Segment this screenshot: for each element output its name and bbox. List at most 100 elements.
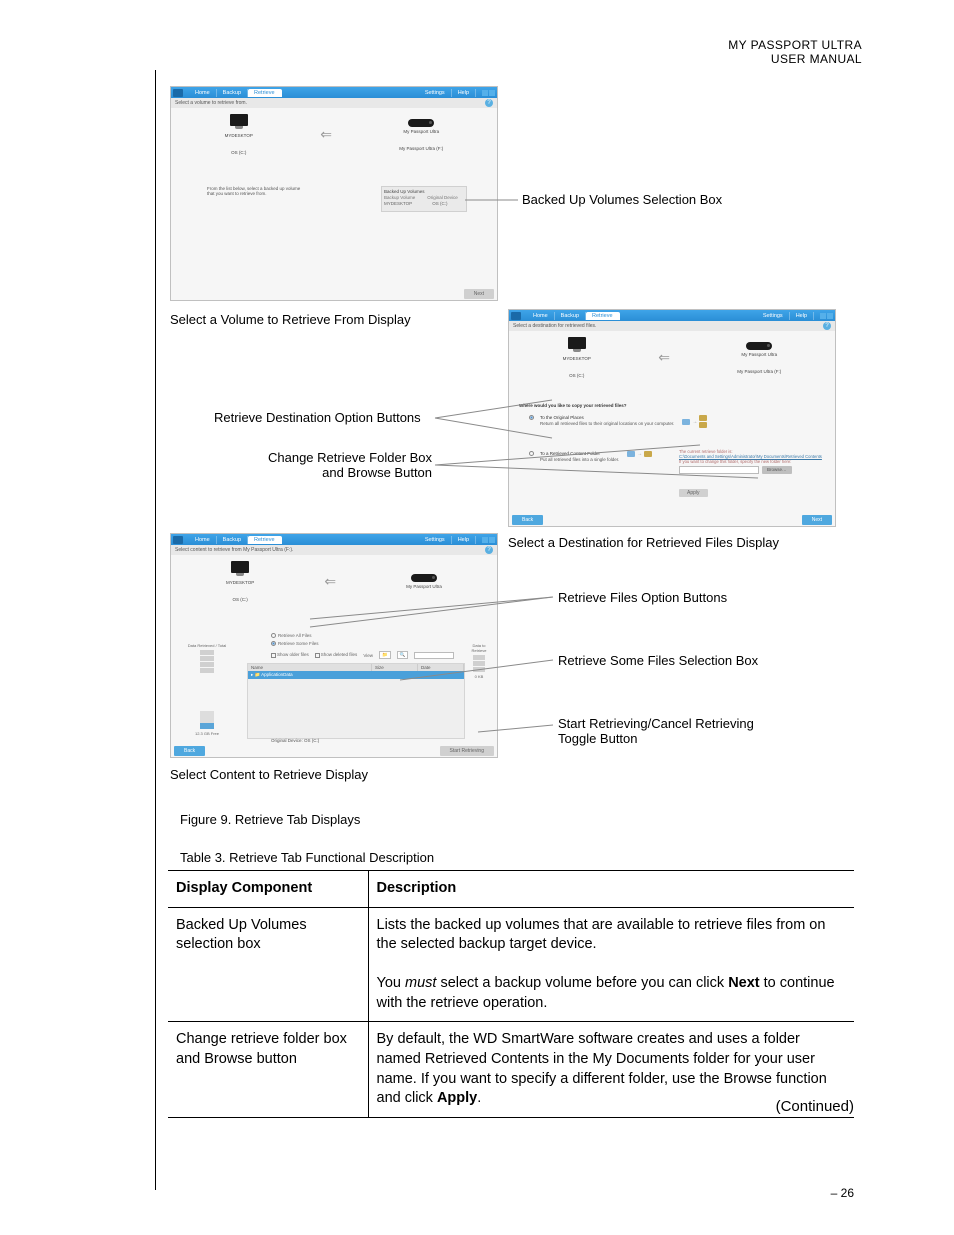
r2c2-bold: Apply [437, 1090, 477, 1106]
view-label: View [363, 653, 373, 658]
r1c2a: Lists the backed up volumes that are ava… [377, 917, 826, 953]
subtitle-strip: Select a volume to retrieve from. ? [171, 98, 497, 108]
source-device: MYDESKTOP OS (C:) [563, 337, 591, 378]
backed-up-volumes-box[interactable]: Backed Up Volumes Backup Volume Original… [381, 186, 467, 212]
hdd-icon [408, 119, 434, 127]
col-backup-volume: Backup Volume [384, 195, 415, 200]
view-folder-icon[interactable]: 📁 [379, 651, 391, 659]
checkbox-icon[interactable] [315, 653, 320, 658]
right-kb: 0 KB [467, 674, 491, 679]
back-button[interactable]: Back [174, 746, 205, 756]
wd-logo-icon [511, 312, 521, 320]
tab-backup[interactable]: Backup [217, 89, 248, 97]
tab-settings[interactable]: Settings [757, 312, 790, 320]
target-device: My Passport Ultra My Passport Ultra (F:) [399, 119, 443, 151]
tab-help[interactable]: Help [452, 89, 476, 97]
help-icon[interactable]: ? [485, 99, 493, 107]
free-space: 12.3 GB Free [177, 731, 237, 736]
row-os: OS (C:) [432, 201, 447, 206]
row-name: ApplicationData [261, 672, 293, 677]
footer-caption: Original Device: OS (C:) [271, 738, 319, 743]
r1c1b: selection box [176, 936, 261, 952]
target-device: My Passport Ultra [406, 574, 442, 589]
view-path-input[interactable] [414, 652, 454, 659]
option-content-folder[interactable]: To a Retrieved Content Folder Put all re… [519, 449, 662, 465]
radio-icon [529, 451, 534, 456]
source-label: MYDESKTOP [225, 133, 253, 138]
tab-backup[interactable]: Backup [555, 312, 586, 320]
col-name: Name [248, 664, 372, 671]
tab-home[interactable]: Home [189, 89, 217, 97]
table-row: Backed Up Volumes selection box Lists th… [168, 907, 854, 1022]
r2c2-post: . [477, 1090, 481, 1106]
view-search-icon[interactable]: 🔍 [397, 651, 409, 659]
panel-header: Backed Up Volumes [384, 189, 464, 194]
tab-home[interactable]: Home [189, 536, 217, 544]
figure-caption: Figure 9. Retrieve Tab Displays [180, 812, 360, 827]
header-line1: MY PASSPORT ULTRA [728, 38, 862, 52]
retrieve-some-files-box[interactable]: Name Size Date ▸ 📁 ApplicationData [247, 663, 465, 739]
subtitle-strip: Select a destination for retrieved files… [509, 321, 835, 331]
tab-settings[interactable]: Settings [419, 536, 452, 544]
radio-icon [271, 633, 276, 638]
tab-home[interactable]: Home [527, 312, 555, 320]
opt2-sub: Put all retrieved files into a single fo… [540, 457, 619, 463]
option-retrieve-all[interactable]: Retrieve All Files [271, 633, 312, 638]
footer: Back Start Retrieving [171, 745, 497, 757]
monitor-icon [568, 337, 586, 349]
help-icon[interactable]: ? [823, 322, 831, 330]
close-icon[interactable] [827, 313, 833, 319]
col-date: Date [418, 664, 464, 671]
callout-destination-option: Retrieve Destination Option Buttons [214, 410, 421, 425]
help-icon[interactable]: ? [485, 546, 493, 554]
gauge-title: Data Retrieved / Total [177, 643, 237, 648]
source-device: MYDESKTOP OS (C:) [226, 561, 254, 602]
titlebar: Home Backup Retrieve Settings Help [171, 534, 497, 545]
tab-help[interactable]: Help [790, 312, 814, 320]
option-retrieve-some[interactable]: Retrieve Some Files [271, 641, 319, 646]
table-row: Change retrieve folder box and Browse bu… [168, 1022, 854, 1117]
next-button[interactable]: Next [464, 289, 494, 299]
radio-icon [271, 641, 276, 646]
callout-start-retrieving: Start Retrieving/Cancel Retrieving Toggl… [558, 716, 754, 746]
start-retrieving-button[interactable]: Start Retrieving [440, 746, 494, 756]
file-row-selected[interactable]: ▸ 📁 ApplicationData [248, 671, 464, 679]
th-component: Display Component [168, 871, 368, 908]
functional-description-table: Display Component Description Backed Up … [168, 870, 854, 1118]
folder-path-input[interactable] [679, 466, 759, 474]
footer: Next [171, 288, 497, 300]
target-label: My Passport Ultra [403, 129, 439, 134]
r1c1a: Backed Up Volumes [176, 917, 307, 933]
close-icon[interactable] [489, 90, 495, 96]
r1c2b-italic: must [405, 975, 436, 991]
tab-retrieve[interactable]: Retrieve [586, 312, 619, 320]
next-button[interactable]: Next [802, 515, 832, 525]
browse-button[interactable]: Browse… [762, 466, 792, 473]
target-sub: My Passport Ultra (F:) [399, 146, 443, 151]
minimize-icon[interactable] [482, 537, 488, 543]
tab-backup[interactable]: Backup [217, 536, 248, 544]
close-icon[interactable] [489, 537, 495, 543]
checkbox-icon[interactable] [271, 653, 276, 658]
arrow-left-icon: ⇐ [658, 349, 670, 366]
header-line2: USER MANUAL [771, 52, 862, 66]
minimize-icon[interactable] [820, 313, 826, 319]
tabs-right: Settings Help [419, 89, 476, 97]
titlebar: Home Backup Retrieve Settings Help [171, 87, 497, 98]
continued-label: (Continued) [776, 1098, 854, 1115]
back-button[interactable]: Back [512, 515, 543, 525]
wd-logo-icon [173, 89, 183, 97]
left-gauge: Data Retrieved / Total 12.3 GB Free [177, 643, 237, 736]
apply-button[interactable]: Apply [679, 489, 708, 497]
note-line3: If you want to change this folder, speci… [679, 459, 829, 464]
subtitle: Select a volume to retrieve from. [175, 100, 247, 106]
tab-retrieve[interactable]: Retrieve [248, 536, 281, 544]
target-label: My Passport Ultra [406, 584, 442, 589]
monitor-icon [231, 561, 249, 573]
minimize-icon[interactable] [482, 90, 488, 96]
tab-retrieve[interactable]: Retrieve [248, 89, 281, 97]
app-select-volume: Home Backup Retrieve Settings Help Selec… [170, 86, 498, 301]
tab-help[interactable]: Help [452, 536, 476, 544]
option-original-places[interactable]: To the Original Places Return all retrie… [519, 413, 717, 430]
tab-settings[interactable]: Settings [419, 89, 452, 97]
